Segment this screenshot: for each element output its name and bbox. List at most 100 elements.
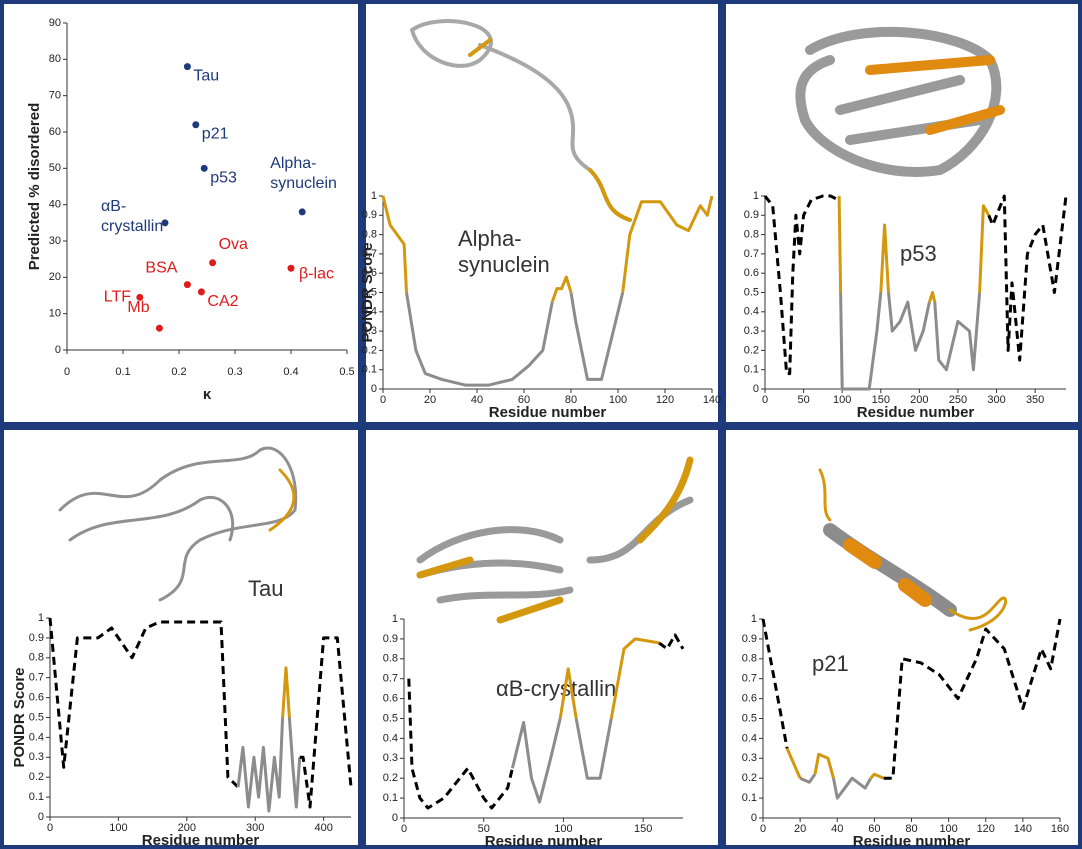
structure [420,500,690,600]
point-label: BSA [145,260,177,277]
y-tick-label: 10 [49,308,61,320]
y-tick-label: 0.5 [29,711,44,723]
point [209,259,216,266]
y-tick-label: 0 [392,812,398,824]
pondr-line [800,774,815,782]
x-tick-label: 0 [64,366,70,378]
y-tick-label: 0.9 [383,633,398,645]
pondr-line [623,196,712,293]
annotation-line: αB-crystallin [496,676,616,701]
annotation-line: synuclein [458,252,550,277]
y-tick-label: 0.4 [744,306,759,318]
y-tick-label: 0.5 [742,712,757,724]
pondr-line [300,638,351,807]
x-axis-label: κ [203,386,212,403]
y-tick-label: 0 [38,811,44,823]
point-label-line: CA2 [207,293,238,310]
point [184,281,191,288]
x-tick-label: 120 [656,394,674,406]
y-tick-label: 70 [49,90,61,102]
point [299,208,306,215]
y-tick-label: 0.2 [362,344,377,356]
y-tick-label: 1 [38,612,44,624]
pondr-line [980,206,989,293]
y-tick-label: 0.4 [383,732,398,744]
pondr-line [283,668,290,718]
annotation-line: Tau [248,576,283,601]
y-tick-label: 0.6 [742,693,757,705]
pondr-line [935,293,980,370]
x-tick-label: 100 [109,822,127,834]
x-tick-label: 0 [380,394,386,406]
pondr-line [552,277,571,302]
x-axis-label: Residue number [485,833,603,849]
y-tick-label: 0.8 [29,652,44,664]
point [192,121,199,128]
x-tick-label: 0 [760,823,766,835]
y-tick-label: 0.5 [383,712,398,724]
y-tick-label: 0.9 [362,209,377,221]
pondr-line [989,196,1066,360]
pondr-line [383,196,407,293]
point-label: αB-crystallin [101,198,163,235]
y-axis-label: PONDR Score [359,242,376,342]
y-tick-label: 0.3 [742,752,757,764]
x-tick-label: 100 [609,394,627,406]
pondr-line [512,719,560,803]
y-tick-label: 30 [49,235,61,247]
x-tick-label: 40 [471,394,483,406]
y-tick-label: 0.1 [744,364,759,376]
x-tick-label: 20 [794,823,806,835]
y-tick-label: 0.2 [744,344,759,356]
point-label-line: BSA [145,260,177,277]
x-tick-label: 0 [401,823,407,835]
y-tick-label: 0.7 [744,248,759,260]
x-tick-label: 40 [831,823,843,835]
y-tick-label: 1 [751,613,757,625]
x-tick-label: 400 [314,822,332,834]
point-label: β-lac [299,265,334,282]
point [184,63,191,70]
y-axis-label: PONDR Score [11,667,28,767]
y-tick-label: 40 [49,199,61,211]
x-tick-label: 0.3 [227,366,242,378]
y-tick-label: 50 [49,162,61,174]
point-label: p53 [210,170,237,187]
y-tick-label: 0.9 [742,633,757,645]
x-tick-label: 140 [703,394,721,406]
point-label-line: Tau [193,68,219,85]
pondr-line [763,619,787,748]
pondr-line [765,196,838,374]
x-tick-label: 300 [987,394,1005,406]
annotation-line: Alpha- [458,226,522,251]
y-tick-label: 20 [49,271,61,283]
x-axis-label: Residue number [853,833,971,849]
point-label: Ova [219,236,248,253]
x-tick-label: 160 [1051,823,1069,835]
y-tick-label: 0.6 [383,693,398,705]
y-tick-label: 0.8 [744,229,759,241]
point [201,165,208,172]
pondr-line [611,639,659,719]
x-tick-label: 0.4 [283,366,298,378]
point [156,325,163,332]
y-tick-label: 0.1 [29,791,44,803]
y-tick-label: 0.8 [742,653,757,665]
y-tick-label: 0.5 [744,286,759,298]
x-axis-label: Residue number [489,404,607,421]
pondr-line [815,754,834,778]
x-tick-label: 150 [634,823,652,835]
pondr-line [407,293,553,386]
annotation: Alpha-synuclein [458,226,550,277]
x-tick-label: 0 [47,822,53,834]
y-tick-label: 90 [49,17,61,29]
y-tick-label: 0 [371,383,377,395]
y-tick-label: 0.1 [742,792,757,804]
annotation: p53 [900,241,937,266]
pondr-line [889,293,930,351]
point [288,265,295,272]
x-axis-label: Residue number [142,832,260,849]
y-tick-label: 0.2 [383,772,398,784]
y-tick-label: 0.6 [29,692,44,704]
panel-border [2,2,360,424]
